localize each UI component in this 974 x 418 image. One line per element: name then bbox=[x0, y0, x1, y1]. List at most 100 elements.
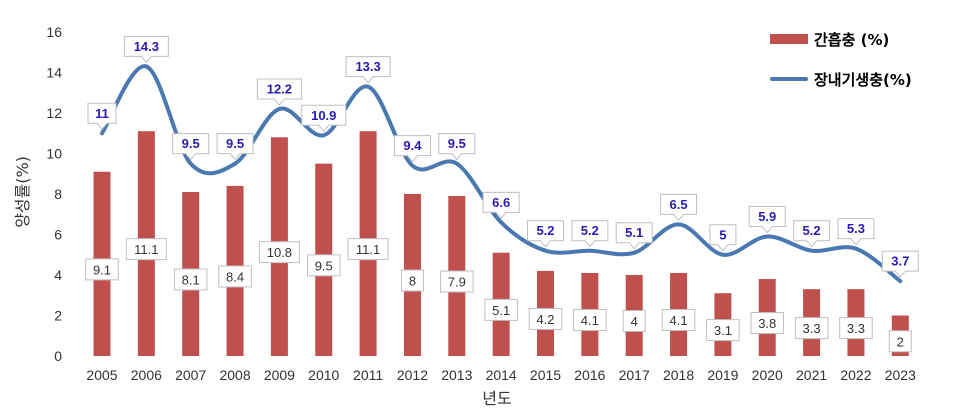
x-tick-label: 2020 bbox=[752, 367, 783, 383]
bar-data-label: 4 bbox=[622, 310, 646, 332]
x-axis-title: 년도 bbox=[482, 389, 511, 408]
bar-data-label: 11.1 bbox=[125, 238, 167, 261]
line-data-label-callout bbox=[615, 222, 653, 250]
x-tick-label: 2005 bbox=[86, 367, 117, 383]
bar-data-label-box bbox=[839, 317, 873, 340]
line-data-label-text: 14.3 bbox=[134, 39, 159, 54]
x-tick-label: 2016 bbox=[574, 367, 605, 383]
line-data-labels: 11 14.3 9.5 9.5 12.2 10.9 13.3 9.4 9.5 6.6 5.2 5.2 5… bbox=[87, 35, 919, 278]
line-data-label: 5.3 bbox=[837, 218, 875, 246]
bar-data-label: 8 bbox=[400, 269, 424, 292]
line-data-label-callout bbox=[837, 218, 875, 246]
bar-data-label-box bbox=[573, 308, 607, 331]
line-data-label-callout bbox=[393, 135, 431, 163]
x-tick-label: 2009 bbox=[264, 367, 295, 383]
bar-data-label: 10.8 bbox=[258, 241, 300, 264]
line-data-label-text: 5.1 bbox=[625, 225, 643, 240]
bar-data-label-box bbox=[440, 270, 474, 293]
legend-swatch-bar bbox=[770, 34, 808, 44]
line-data-label: 5.2 bbox=[571, 220, 609, 248]
bar-data-label-box bbox=[750, 312, 784, 335]
line-data-label: 3.7 bbox=[881, 250, 919, 278]
bar-data-label-text: 8.4 bbox=[226, 269, 244, 284]
bar-data-label-box bbox=[794, 317, 829, 340]
bar-data-label: 4.2 bbox=[528, 307, 563, 330]
bar-data-label: 9.5 bbox=[307, 254, 341, 277]
line-data-label-text: 5.3 bbox=[847, 221, 865, 236]
bar-data-label-text: 3.1 bbox=[714, 323, 732, 338]
bar-data-label-box bbox=[125, 238, 167, 261]
legend-label-line: 장내기생충(%) bbox=[814, 70, 912, 89]
x-tick-label: 2006 bbox=[131, 367, 162, 383]
line-data-label-callout bbox=[256, 78, 302, 106]
line-data-label-text: 10.9 bbox=[311, 108, 336, 123]
bar-data-label-text: 3.3 bbox=[847, 321, 865, 336]
bar-data-label: 4.1 bbox=[573, 308, 607, 331]
x-tick-label: 2018 bbox=[663, 367, 694, 383]
bar-data-label-box bbox=[622, 310, 646, 332]
line-data-label-callout bbox=[301, 104, 347, 133]
line-data-label-callout bbox=[87, 102, 117, 131]
line-data-label: 9.5 bbox=[438, 133, 476, 161]
x-tick-label: 2013 bbox=[441, 367, 472, 383]
legend-item-line: 장내기생충(%) bbox=[770, 68, 970, 90]
x-tick-label: 2017 bbox=[619, 367, 650, 383]
line-data-label-callout bbox=[709, 224, 737, 252]
line-data-label-text: 12.2 bbox=[267, 81, 292, 96]
line-data-label-callout bbox=[571, 220, 609, 248]
bar-data-label-box bbox=[307, 254, 341, 277]
line-data-label-text: 9.5 bbox=[448, 136, 466, 151]
bar-data-label: 3.8 bbox=[750, 312, 784, 335]
bar-data-label: 7.9 bbox=[440, 270, 474, 293]
line-data-label-text: 5.9 bbox=[758, 209, 776, 224]
line-data-label-text: 5.2 bbox=[581, 223, 599, 238]
bar-data-label-box bbox=[85, 258, 119, 281]
line-data-label-callout bbox=[482, 191, 520, 220]
bar-data-label: 8.1 bbox=[173, 268, 208, 291]
line-data-label-callout bbox=[748, 206, 786, 234]
x-tick-label: 2015 bbox=[530, 367, 561, 383]
line-data-label-callout bbox=[881, 250, 919, 278]
line-data-label: 9.4 bbox=[393, 135, 431, 163]
bar-data-label-box bbox=[218, 265, 252, 288]
line-data-label-callout bbox=[123, 35, 169, 64]
bar-data-label-box bbox=[400, 269, 424, 292]
line-data-label-text: 5.2 bbox=[536, 223, 554, 238]
y-tick-label: 16 bbox=[46, 24, 62, 40]
line-data-label: 5.1 bbox=[615, 222, 653, 250]
line-data-label-callout bbox=[172, 133, 210, 161]
line-data-label: 5.9 bbox=[748, 206, 786, 234]
legend-swatch-line bbox=[770, 77, 808, 81]
line-data-label: 11 bbox=[87, 102, 117, 131]
x-tick-label: 2008 bbox=[219, 367, 250, 383]
bar-data-label-text: 4.1 bbox=[670, 313, 688, 328]
x-tick-label: 2023 bbox=[885, 367, 916, 383]
line-data-label-callout bbox=[438, 133, 476, 161]
legend-item-bar: 간흡충 (%) bbox=[770, 28, 970, 50]
y-tick-label: 10 bbox=[46, 146, 62, 162]
bar-data-label-text: 8.1 bbox=[182, 272, 200, 287]
bar-data-label-text: 4 bbox=[631, 314, 638, 329]
bar-data-label-box bbox=[173, 268, 208, 291]
line-data-label: 5.2 bbox=[527, 220, 564, 248]
line-data-label-callout bbox=[527, 220, 564, 248]
bar-data-label-box bbox=[888, 330, 912, 353]
bar-data-label-box bbox=[528, 307, 563, 330]
x-tick-label: 2019 bbox=[707, 367, 738, 383]
bar-data-label: 2 bbox=[888, 330, 912, 353]
y-axis-ticks: 0 2 4 6 8 10 12 14 16 bbox=[46, 24, 62, 364]
bar-data-label-box bbox=[258, 241, 300, 264]
y-tick-label: 2 bbox=[54, 308, 62, 324]
y-tick-label: 0 bbox=[54, 348, 62, 364]
bar-data-label-box bbox=[347, 238, 389, 261]
x-tick-label: 2021 bbox=[796, 367, 827, 383]
y-tick-label: 12 bbox=[46, 105, 62, 121]
bar-data-label-box bbox=[661, 308, 696, 331]
line-data-label-callout bbox=[216, 133, 254, 161]
line-data-label-text: 5 bbox=[719, 227, 726, 242]
line-data-label: 5.2 bbox=[793, 220, 831, 248]
x-tick-label: 2022 bbox=[840, 367, 871, 383]
bar-data-labels: 9.1 11.1 8.1 8.4 10.8 9.5 11.1 8 7.9 5.1 4.2 4.1 4 4.… bbox=[85, 238, 912, 353]
line-data-label-text: 6.6 bbox=[492, 195, 510, 210]
bar-data-label-text: 11.1 bbox=[134, 242, 158, 257]
